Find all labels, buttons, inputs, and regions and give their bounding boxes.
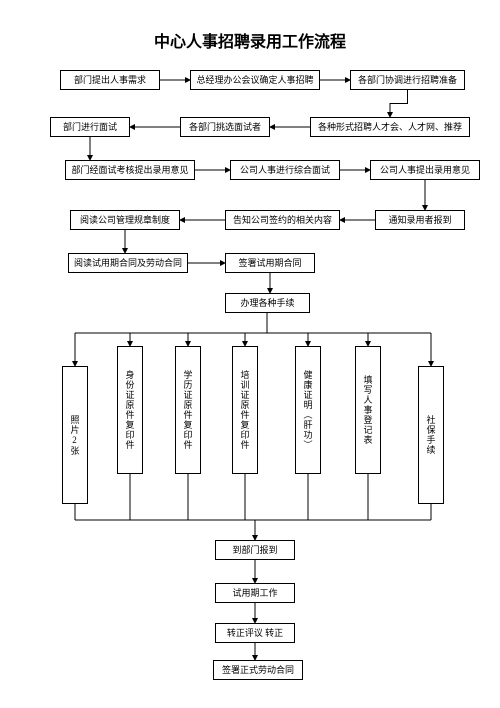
vnode-v3: 学历证原件复印件 (175, 346, 201, 474)
node-n12: 通知录用者报到 (375, 210, 465, 230)
node-n2: 总经理办公会议确定人事招聘 (190, 70, 320, 90)
vnode-v4: 培训证原件复印件 (232, 346, 258, 474)
page-title: 中心人事招聘录用工作流程 (0, 28, 500, 52)
node-n18: 转正评议 转正 (215, 623, 295, 643)
node-n9: 公司人事提出录用意见 (370, 160, 480, 180)
vnode-v7: 社保手续 (418, 366, 444, 504)
node-n1: 部门提出人事需求 (60, 70, 160, 90)
node-n4: 部门进行面试 (50, 117, 130, 137)
node-n10: 阅读公司管理规章制度 (70, 210, 180, 230)
node-n15: 办理各种手续 (225, 293, 310, 313)
node-n8: 公司人事进行综合面试 (230, 160, 340, 180)
vnode-v2: 身份证原件复印件 (117, 346, 143, 474)
node-n3: 各部门协调进行招聘准备 (350, 70, 465, 90)
node-n13: 阅读试用期合同及劳动合同 (68, 253, 188, 273)
node-n5: 各部门挑选面试者 (180, 117, 270, 137)
node-n11: 告知公司签约的相关内容 (225, 210, 340, 230)
node-n17: 试用期工作 (215, 583, 295, 603)
node-n14: 签署试用期合同 (225, 253, 315, 273)
node-n6: 各种形式招聘人才会、人才网、推荐 (310, 117, 470, 137)
node-n16: 到部门报到 (215, 540, 295, 560)
node-n7: 部门经面试考核提出录用意见 (65, 160, 195, 180)
vnode-v6: 填写人事登记表 (355, 346, 381, 474)
node-n19: 签署正式劳动合同 (213, 660, 303, 680)
vnode-v5: 健康证明︵肝功︶ (295, 346, 321, 474)
vnode-v1: 照片2张 (62, 366, 88, 504)
